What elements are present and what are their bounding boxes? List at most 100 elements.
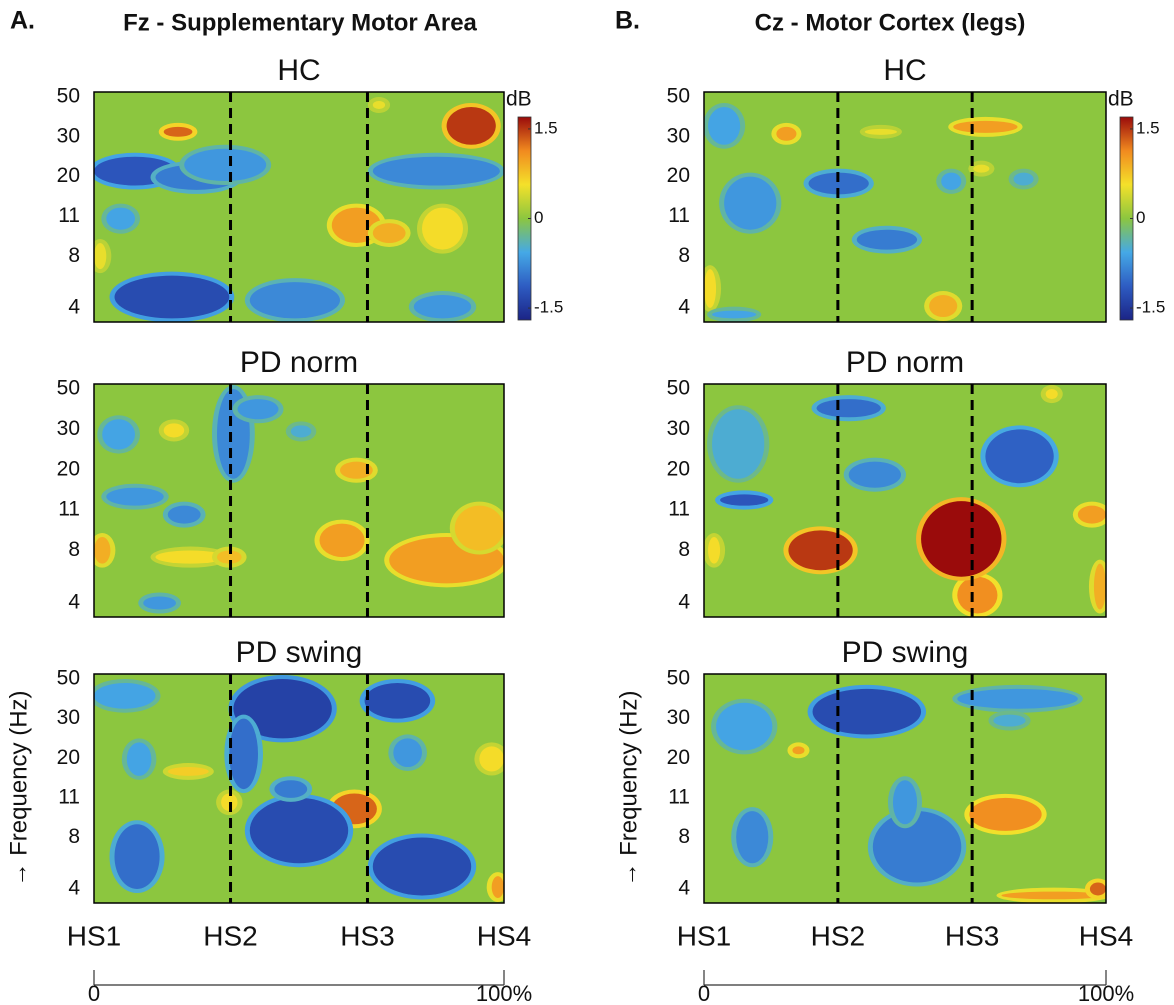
blob [372,223,406,243]
panel-title: PD swing [236,636,363,669]
colorbar-tick-label: 1.5 [1136,118,1160,137]
heatmap [704,102,1039,322]
blob [736,811,769,864]
y-tick-label: 4 [68,877,80,900]
blob [1089,882,1106,896]
blob [155,550,226,564]
y-tick-label: 30 [667,706,690,729]
scale-label: 0 [698,981,710,1005]
y-tick-label: 20 [57,164,80,187]
blob [808,172,869,195]
blob [1077,505,1106,524]
blob [892,780,918,825]
blob [364,682,431,719]
y-tick-label: 4 [678,296,690,319]
blob [973,164,990,173]
y-tick-label: 50 [667,85,690,108]
y-tick-label: 11 [668,498,690,521]
y-tick-label: 4 [68,591,80,614]
blob [143,596,177,610]
y-tick-label: 20 [667,164,690,187]
blob [126,742,152,776]
blob [788,530,853,571]
blob [274,780,308,798]
y-tick-label: 30 [57,706,80,729]
blob [708,106,741,145]
panel-label: B. [615,7,640,35]
x-tick-label: HS4 [1079,920,1133,951]
y-tick-label: 20 [667,457,690,480]
plot-frame [703,91,1107,323]
blob [957,688,1078,709]
blob [114,824,160,889]
blob [1093,563,1106,610]
blob [422,207,463,250]
y-tick-label: 30 [667,417,690,440]
blob [479,746,504,772]
y-tick-label: 4 [678,877,690,900]
blob [249,282,340,319]
blob [921,501,1002,577]
blob [94,537,111,564]
blob [446,106,496,145]
y-tick-label: 8 [678,825,690,848]
y-tick-label: 8 [678,244,690,267]
y-axis-label: → Frequency (Hz) [5,690,32,886]
blob [372,100,386,109]
blob [94,242,107,270]
panel-label: A. [10,7,35,35]
blob [163,126,193,137]
colorbar-tick-label: -1.5 [1136,298,1165,317]
y-tick-label: 4 [68,296,80,319]
panel-title: PD swing [842,636,969,669]
blob [290,425,312,438]
blob [106,487,164,506]
blob [413,295,472,319]
y-tick-label: 30 [667,124,690,147]
heatmap [94,385,504,614]
heatmap [711,684,1106,903]
blob [864,128,897,135]
blob [704,269,717,308]
blob [716,702,773,751]
scale-label: 100% [476,981,532,1005]
plot-frame [93,673,505,904]
blob [237,399,279,420]
plot-frame [93,91,505,323]
y-tick-label: 11 [668,785,690,808]
blob [340,461,373,479]
blob [372,837,472,896]
chart-title: Fz - Supplementary Motor Area [123,9,477,36]
panel-title: PD norm [240,346,358,379]
colorbar-label: dB [1108,88,1134,111]
blob [993,714,1026,727]
y-tick-label: 11 [58,204,80,227]
x-tick-label: HS1 [67,920,121,951]
y-tick-label: 30 [57,124,80,147]
y-tick-label: 8 [68,244,80,267]
blob [233,679,332,739]
blob [102,419,135,450]
panel-title: HC [883,54,926,87]
plot-frame [93,383,505,618]
x-tick-label: HS3 [340,920,394,951]
blob [957,576,998,614]
blob [167,505,201,524]
blob [167,767,209,776]
y-tick-label: 11 [58,498,80,521]
blob [454,505,504,551]
blob [776,126,797,141]
blob [724,176,777,230]
blob [848,461,901,488]
blob [941,172,962,190]
x-tick-label: HS3 [945,920,999,951]
panel-title: HC [277,54,320,87]
plot-frame [703,383,1107,618]
scale-label: 0 [88,981,100,1005]
blob [929,295,958,318]
chart-title: Cz - Motor Cortex (legs) [755,9,1026,36]
x-tick-label: HS2 [811,920,865,951]
y-tick-label: 8 [68,538,80,561]
blob [229,718,258,790]
